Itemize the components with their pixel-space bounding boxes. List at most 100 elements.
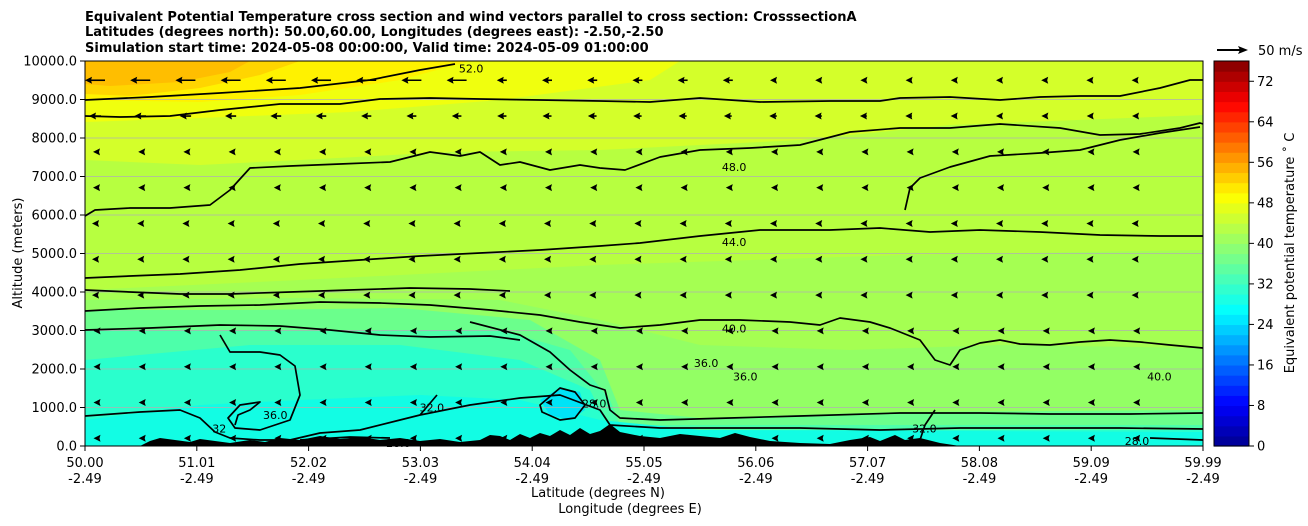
contour-label: 48.0 [722, 161, 747, 174]
wind-vector [134, 112, 147, 120]
wind-vector [952, 327, 960, 335]
wind-vector [590, 363, 598, 371]
colorbar-band [1214, 415, 1249, 427]
wind-vector [1132, 148, 1140, 156]
colorbar-band [1214, 405, 1249, 417]
chart-title-line-3: Simulation start time: 2024-05-08 00:00:… [85, 41, 649, 56]
wind-vector [229, 434, 237, 442]
chart-title-line-2: Latitudes (degrees north): 50.00,60.00, … [85, 25, 664, 40]
wind-vector [816, 327, 824, 335]
wind-vector [950, 255, 958, 263]
wind-vector [408, 219, 416, 227]
wind-vector [814, 112, 822, 120]
wind-vector [906, 148, 914, 156]
wind-vector [183, 148, 191, 156]
wind-vector [1086, 291, 1094, 299]
colorbar-band [1214, 334, 1249, 346]
contour-label: 36.0 [694, 357, 719, 370]
wind-vector [446, 76, 467, 84]
wind-vector [726, 327, 734, 335]
colorbar-band [1214, 223, 1249, 234]
colorbar-band [1214, 111, 1249, 123]
x-tick-label-longitude: -2.49 [180, 472, 214, 487]
wind-vector [182, 219, 190, 227]
colorbar-band [1214, 385, 1249, 396]
wind-vector [680, 148, 688, 156]
wind-vector [545, 148, 552, 156]
colorbar-tick-label: 16 [1257, 358, 1274, 373]
wind-vector [770, 291, 777, 299]
wind-vector [815, 291, 823, 299]
wind-vector [409, 148, 417, 156]
x-axis-label-longitude: Longitude (degrees E) [558, 502, 702, 517]
colorbar-band [1214, 142, 1249, 153]
wind-vector [311, 76, 331, 84]
wind-vector [679, 219, 687, 227]
wind-vector [273, 148, 281, 156]
wind-vector [816, 184, 824, 192]
wind-vector [815, 255, 823, 263]
wind-vector [997, 327, 1005, 335]
wind-vector [1042, 148, 1050, 156]
wind-vector [771, 184, 778, 192]
y-tick-label: 4000.0 [32, 286, 78, 301]
colorbar-band [1214, 91, 1249, 103]
x-tick-label-longitude: -2.49 [68, 472, 102, 487]
wind-vector [906, 184, 914, 192]
x-tick-label-latitude: 59.09 [1073, 456, 1110, 471]
wind-vector [997, 148, 1004, 156]
wind-vector [272, 219, 280, 227]
wind-vector [182, 291, 190, 299]
wind-vector [229, 363, 237, 371]
wind-vector [137, 291, 145, 299]
wind-vector [319, 398, 327, 406]
wind-vector [635, 363, 643, 371]
wind-vector [1042, 398, 1050, 406]
colorbar-band [1214, 354, 1249, 366]
colorbar-band [1214, 172, 1249, 184]
colorbar-band [1214, 192, 1249, 204]
wind-vector [1086, 76, 1094, 84]
quiver-key: 50 m/s [1217, 44, 1303, 59]
colorbar-band [1214, 304, 1249, 315]
wind-vector [859, 112, 867, 120]
colorbar-frame [1213, 60, 1250, 447]
wind-vector [1133, 434, 1141, 442]
contour-50 [85, 79, 1203, 118]
y-tick-label: 2000.0 [32, 363, 78, 378]
wind-vector [229, 327, 237, 335]
wind-vector [228, 148, 236, 156]
x-tick-label-longitude: -2.49 [627, 472, 661, 487]
wind-vector [950, 291, 958, 299]
wind-vector [453, 255, 461, 263]
contour-label: 28.0 [1125, 435, 1150, 448]
wind-vector [951, 184, 959, 192]
wind-vector [907, 363, 915, 371]
y-tick-label: 5000.0 [32, 247, 78, 262]
wind-vector [1131, 291, 1139, 299]
wind-vector [1086, 255, 1094, 263]
wind-vector [725, 148, 733, 156]
colorbar-band [1214, 294, 1249, 305]
wind-vector [770, 219, 777, 227]
wind-vector [861, 398, 869, 406]
wind-vector [227, 255, 235, 263]
terrain [85, 424, 1203, 446]
wind-vector [454, 148, 462, 156]
x-tick-label-longitude: -2.49 [1186, 472, 1220, 487]
wind-vector [860, 291, 868, 299]
wind-vector [183, 327, 191, 335]
wind-vector [951, 148, 959, 156]
wind-vector [952, 363, 960, 371]
wind-vector [722, 76, 733, 84]
wind-vector [815, 76, 823, 84]
wind-vector [85, 76, 105, 84]
wind-vector [1041, 112, 1049, 120]
wind-vector [137, 219, 145, 227]
wind-vector [401, 76, 422, 84]
wind-vector [724, 255, 732, 263]
x-tick-label-longitude: -2.49 [292, 472, 326, 487]
wind-vector [816, 398, 824, 406]
wind-vector [950, 219, 958, 227]
wind-vector [996, 112, 1003, 120]
